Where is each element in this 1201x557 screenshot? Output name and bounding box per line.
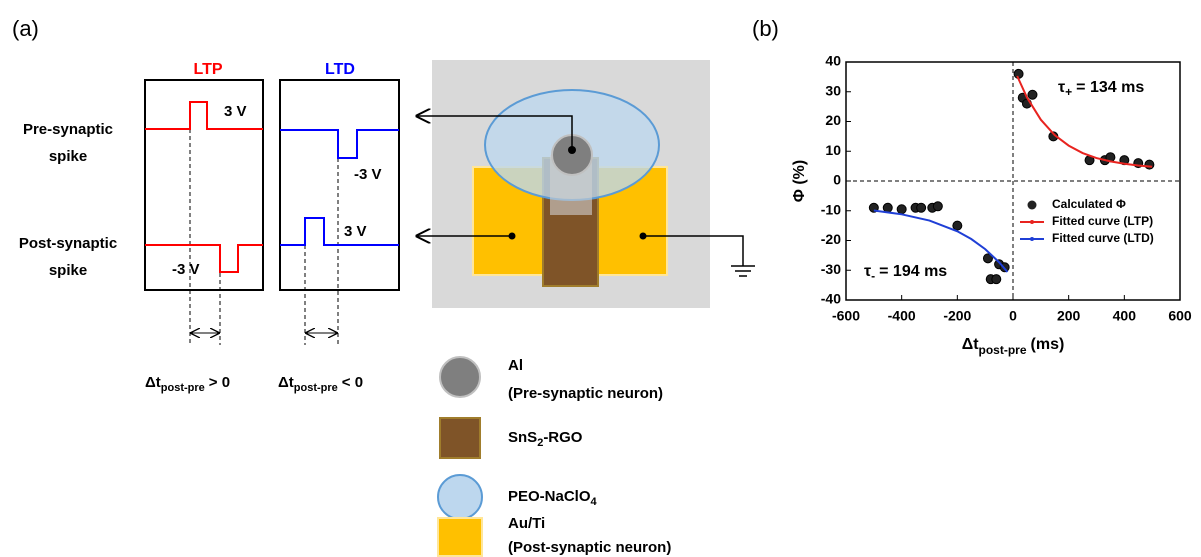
xlabel-main: Δt xyxy=(962,336,980,353)
data-point xyxy=(883,203,892,212)
data-point xyxy=(1145,160,1154,169)
legend-label: Fitted curve (LTP) xyxy=(1052,214,1153,228)
annotation-text: = 194 ms xyxy=(879,263,947,280)
legend-al xyxy=(440,357,480,397)
x-tick-label: -400 xyxy=(888,308,916,324)
legend-au-ti xyxy=(438,518,482,556)
pre-label: spike xyxy=(49,148,87,165)
legend-marker xyxy=(1028,201,1037,210)
legend-marker xyxy=(1030,220,1034,224)
figure: (a) LTP LTD Pre-synaptic spike Post-syna… xyxy=(0,0,1201,557)
dt-sub: post-pre xyxy=(294,382,338,394)
y-tick-label: -10 xyxy=(821,201,841,217)
voltage-label: 3 V xyxy=(224,103,247,120)
legend-rest: -RGO xyxy=(543,429,582,446)
data-point xyxy=(897,205,906,214)
y-tick-label: 20 xyxy=(825,112,841,128)
y-axis-label: Φ (%) xyxy=(791,160,808,202)
dt-main: Δt xyxy=(145,374,161,391)
ltp-post-wave xyxy=(145,245,263,272)
x-axis-label: Δtpost-pre (ms) xyxy=(962,336,1065,357)
x-tick-label: 600 xyxy=(1168,308,1192,324)
data-point xyxy=(992,275,1001,284)
x-tick-label: 400 xyxy=(1113,308,1137,324)
y-tick-label: 40 xyxy=(825,53,841,69)
legend-text: PEO-NaClO4 xyxy=(508,488,598,508)
y-tick-label: 10 xyxy=(825,142,841,158)
page: {"panel_a": { "label": "(a)", "ltp": "LT… xyxy=(0,0,1201,557)
ltd-post-wave xyxy=(280,218,399,245)
legend-text: (Post-synaptic neuron) xyxy=(508,539,671,556)
legend-sub: 4 xyxy=(591,496,598,508)
annotation-symbol: τ xyxy=(864,263,871,280)
legend-text: SnS2-RGO xyxy=(508,429,583,449)
legend-text: Al xyxy=(508,357,523,374)
y-tick-label: -30 xyxy=(821,261,841,277)
legend-peo xyxy=(438,475,482,519)
dt-label: Δtpost-pre > 0 xyxy=(145,374,230,394)
annotation-sub: + xyxy=(1065,85,1072,99)
xlabel-sub: post-pre xyxy=(979,343,1027,357)
y-tick-label: 0 xyxy=(833,172,841,188)
legend-label: Fitted curve (LTD) xyxy=(1052,231,1154,245)
data-point xyxy=(1028,90,1037,99)
annotation-sub: - xyxy=(871,269,875,283)
data-point xyxy=(917,203,926,212)
x-tick-label: 0 xyxy=(1009,308,1017,324)
legend-main: SnS xyxy=(508,429,537,446)
y-tick-label: -40 xyxy=(821,291,841,307)
ground-symbol xyxy=(731,266,755,276)
annotation: τ+ = 134 ms xyxy=(1058,79,1144,99)
x-tick-label: -600 xyxy=(832,308,860,324)
pre-label: Pre-synaptic xyxy=(23,121,113,138)
legend-label: Calculated Φ xyxy=(1052,197,1126,211)
dt-sub: post-pre xyxy=(161,382,205,394)
data-point xyxy=(933,202,942,211)
panel-label: (b) xyxy=(752,16,779,41)
voltage-label: 3 V xyxy=(344,223,367,240)
dt-main: Δt xyxy=(278,374,294,391)
post-label: Post-synaptic xyxy=(19,235,117,252)
x-tick-label: 200 xyxy=(1057,308,1081,324)
dt-label: Δtpost-pre < 0 xyxy=(278,374,363,394)
annotation-text: = 134 ms xyxy=(1076,79,1144,96)
x-tick-label: -200 xyxy=(943,308,971,324)
xlabel-rest: (ms) xyxy=(1031,336,1065,353)
ltd-pre-wave xyxy=(280,130,399,158)
annotation-symbol: τ xyxy=(1058,79,1065,96)
data-point xyxy=(953,221,962,230)
annotation: τ-= 194 ms xyxy=(864,263,947,283)
y-tick-label: 30 xyxy=(825,82,841,98)
legend-text: (Pre-synaptic neuron) xyxy=(508,385,663,402)
voltage-label: -3 V xyxy=(354,166,382,183)
post-label: spike xyxy=(49,262,87,279)
ltp-label: LTP xyxy=(193,61,222,78)
dt-rest: < 0 xyxy=(342,374,363,391)
legend-text: Au/Ti xyxy=(508,515,545,532)
ltd-label: LTD xyxy=(325,61,355,78)
panel-label: (a) xyxy=(12,16,39,41)
legend-sns2 xyxy=(440,418,480,458)
legend-marker xyxy=(1030,237,1034,241)
legend-main: PEO-NaClO xyxy=(508,488,591,505)
y-tick-label: -20 xyxy=(821,231,841,247)
dt-rest: > 0 xyxy=(209,374,230,391)
voltage-label: -3 V xyxy=(172,261,200,278)
ltd-box xyxy=(280,80,399,290)
